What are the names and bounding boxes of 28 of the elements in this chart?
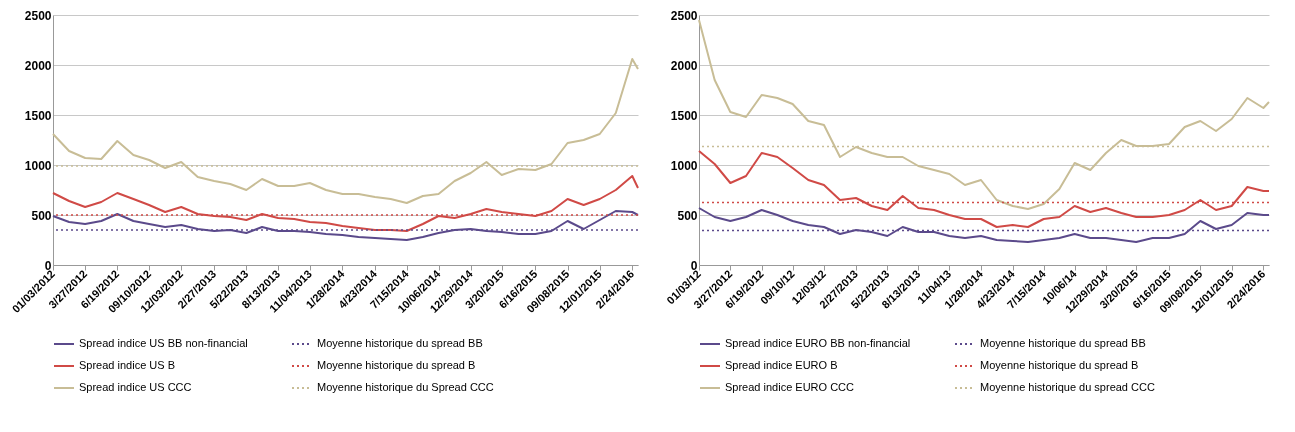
legend-label: Spread indice EURO CCC [725, 381, 855, 393]
legend-label: Spread indice EURO B [725, 359, 838, 371]
y-tick-label: 1500 [24, 108, 52, 123]
legend-label: Spread indice US CCC [79, 381, 192, 393]
line-series [698, 207, 1270, 243]
line-series [52, 175, 639, 232]
y-tick-label: 2500 [670, 8, 698, 23]
y-tick-label: 1000 [24, 158, 52, 173]
y-tick-label: 2500 [24, 8, 52, 23]
legend-label: Moyenne historique du spread B [317, 359, 476, 371]
legend-label: Spread indice EURO BB non-financial [725, 337, 911, 349]
y-tick-label: 500 [677, 208, 698, 223]
line-series [52, 58, 639, 204]
legend-label: Moyenne historique du spread CCC [980, 381, 1155, 393]
legend-label: Spread indice US BB non-financial [79, 337, 248, 349]
y-tick-label: 1000 [670, 158, 698, 173]
legend-label: Moyenne historique du spread BB [980, 337, 1146, 349]
line-series [698, 19, 1270, 210]
legend-label: Spread indice US B [79, 359, 175, 371]
line-series [52, 210, 639, 241]
y-tick-label: 500 [31, 208, 52, 223]
y-tick-label: 2000 [670, 58, 698, 73]
y-tick-label: 2000 [24, 58, 52, 73]
y-tick-label: 1500 [670, 108, 698, 123]
legend-label: Moyenne historique du spread B [980, 359, 1139, 371]
line-series [698, 150, 1270, 228]
legend-label: Moyenne historique du Spread CCC [317, 381, 494, 393]
legend-label: Moyenne historique du spread BB [317, 337, 483, 349]
